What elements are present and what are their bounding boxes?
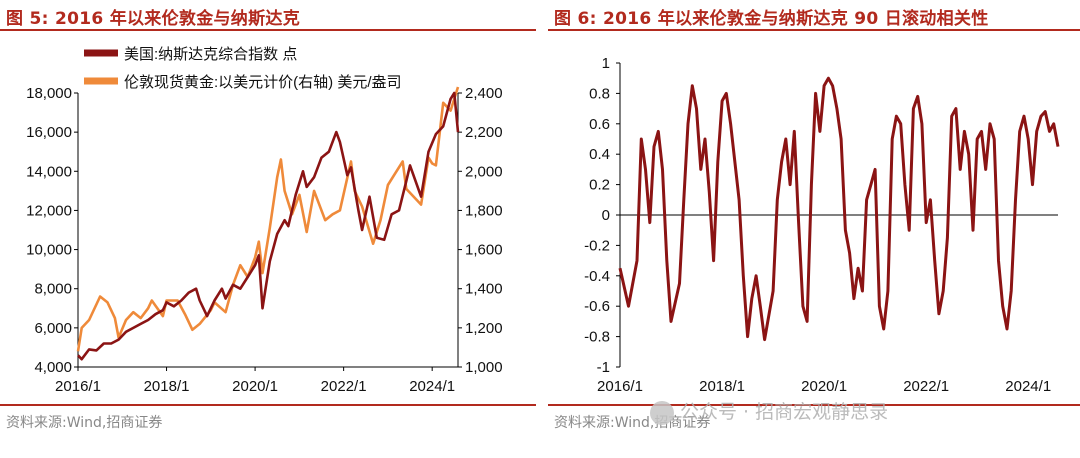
gold-series-line (76, 86, 460, 352)
watermark-text: 公众号 · 招商宏观静思录 (680, 401, 889, 423)
x-tick-label: 2024/1 (409, 378, 455, 395)
left-y-tick-label: 8,000 (34, 281, 72, 298)
y-tick-label: -0.2 (584, 237, 610, 254)
right-y-tick-label: 2,000 (465, 163, 503, 180)
legend-label: 伦敦现货黄金:以美元计价(右轴) 美元/盎司 (124, 74, 402, 91)
figure-6-panel: 图 6: 2016 年以来伦敦金与纳斯达克 90 日滚动相关性 -1 -0.8 -0… (548, 0, 1080, 458)
x-tick-label: 2022/1 (321, 378, 367, 395)
wechat-icon (650, 400, 674, 425)
left-y-tick-label: 18,000 (26, 85, 72, 102)
y-tick-label: -1 (597, 359, 610, 376)
y-tick-label: 0.2 (589, 177, 610, 194)
rolling-correlation-chart: -1 -0.8 -0.6 -0.4 -0.2 0 0.2 0.4 0.6 0.8 1 2016/1 20… (584, 55, 1060, 395)
figure-5-title: 图 5: 2016 年以来伦敦金与纳斯达克 (6, 9, 300, 29)
x-tick-label: 2020/1 (801, 378, 847, 395)
nasdaq-series-line (77, 91, 460, 361)
right-y-tick-label: 1,600 (465, 242, 503, 259)
right-y-tick-label: 1,000 (465, 359, 503, 376)
right-y-tick-label: 1,200 (465, 320, 503, 337)
y-tick-label: -0.4 (584, 268, 610, 285)
figure-6-title: 图 6: 2016 年以来伦敦金与纳斯达克 90 日滚动相关性 (554, 9, 989, 29)
left-y-tick-label: 16,000 (26, 124, 72, 141)
left-y-tick-label: 6,000 (34, 320, 72, 337)
right-y-tick-label: 1,800 (465, 202, 503, 219)
title-rule (0, 29, 536, 31)
source-rule (548, 404, 1080, 406)
y-tick-label: 1 (602, 55, 610, 72)
x-tick-label: 2016/1 (55, 378, 101, 395)
left-y-tick-label: 10,000 (26, 242, 72, 259)
y-tick-label: 0.4 (589, 146, 610, 163)
y-tick-label: -0.8 (584, 329, 610, 346)
x-tick-label: 2016/1 (597, 378, 643, 395)
x-tick-label: 2024/1 (1005, 378, 1051, 395)
title-rule (548, 29, 1080, 31)
x-tick-label: 2020/1 (232, 378, 278, 395)
source-rule (0, 404, 536, 406)
y-tick-label: -0.6 (584, 298, 610, 315)
y-tick-label: 0.8 (589, 85, 610, 102)
x-tick-label: 2018/1 (699, 378, 745, 395)
left-y-tick-label: 4,000 (34, 359, 72, 376)
y-tick-label: 0.6 (589, 116, 610, 133)
left-y-tick-label: 14,000 (26, 163, 72, 180)
gold-vs-nasdaq-chart: 4,000 6,000 8,000 10,000 12,000 14,000 16,000 1… (26, 46, 503, 395)
figure-5-source: 资料来源:Wind,招商证券 (6, 415, 163, 431)
right-y-tick-label: 1,400 (465, 281, 503, 298)
legend-label: 美国:纳斯达克综合指数 点 (124, 46, 297, 63)
watermark: 公众号 · 招商宏观静思录 (650, 397, 888, 425)
correlation-series-line (618, 76, 1060, 342)
x-tick-label: 2022/1 (903, 378, 949, 395)
y-tick-label: 0 (602, 207, 610, 224)
right-y-tick-label: 2,200 (465, 124, 503, 141)
x-tick-label: 2018/1 (144, 378, 190, 395)
left-y-tick-label: 12,000 (26, 202, 72, 219)
figure-5-panel: 图 5: 2016 年以来伦敦金与纳斯达克 4,000 6,000 8,000 10,… (0, 0, 536, 458)
right-y-tick-label: 2,400 (465, 85, 503, 102)
